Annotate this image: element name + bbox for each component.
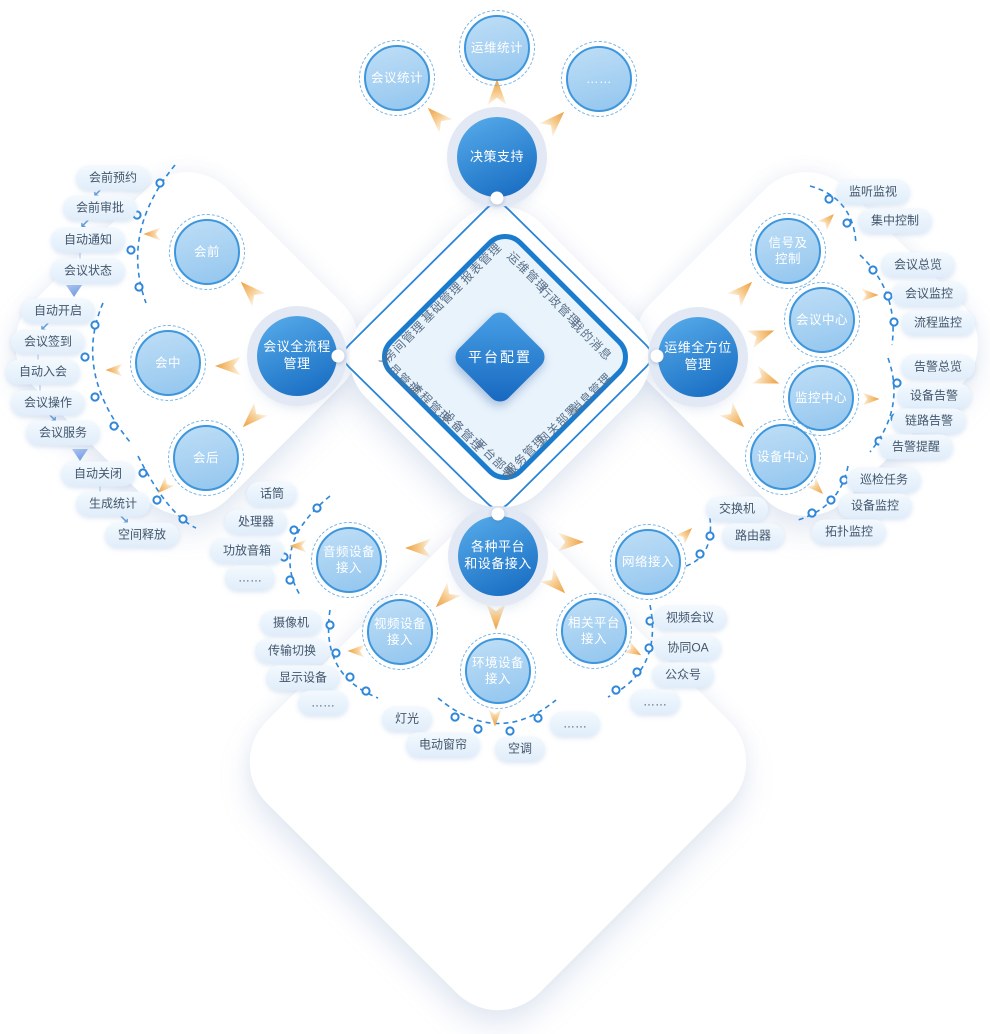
platform-architecture-diagram: { "colors":{ "hub_gradient_start":"#55aa… (5, 10, 976, 762)
stage-circle-post-meeting: 会后 (168, 420, 244, 496)
group-circle-video-access: 视频设备 接入 (362, 594, 438, 670)
item-pill: 设备监控 (837, 493, 913, 519)
center-circle-meeting-center: 会议中心 (784, 282, 860, 358)
step-arrow-icon: ↓ (36, 380, 44, 396)
step-pill: 会议操作 (10, 390, 86, 416)
center-circle-device-center: 设备中心 (745, 419, 821, 495)
step-arrow-icon: ↘ (46, 410, 58, 425)
satellite-circle-ops-stats: 运维统计 (459, 10, 535, 86)
step-pill: 会议状态 (50, 258, 126, 284)
center-label: 平台配置 (468, 349, 532, 365)
item-pill: 功放音箱 (209, 538, 285, 564)
item-pill: 灯光 (381, 706, 433, 732)
step-pill: 生成统计 (75, 491, 151, 517)
hub-platform-device-access: 各种平台 和设备接入 (458, 516, 538, 596)
step-pill: 会议服务 (25, 420, 101, 446)
hub-decision-support: 决策支持 (457, 117, 537, 197)
step-arrow-icon: ↓ (96, 481, 104, 497)
item-pill: 监听监视 (835, 179, 911, 205)
step-pill: 会前预约 (75, 165, 151, 191)
step-pill: 自动通知 (50, 227, 126, 253)
item-pill: 会议总览 (880, 252, 956, 278)
item-pill: 链路告警 (891, 408, 967, 434)
center-circle-monitor-center: 监控中心 (783, 360, 859, 436)
item-pill: 会议监控 (891, 281, 967, 307)
connector-dot (490, 191, 504, 205)
item-pill: …… (630, 689, 680, 715)
item-pill: 处理器 (224, 509, 288, 535)
step-pill: 空间释放 (104, 522, 180, 548)
step-arrow-icon: ↓ (34, 349, 42, 365)
item-pill: 摄像机 (259, 610, 323, 636)
group-circle-audio-access: 音频设备 接入 (311, 522, 387, 598)
item-pill: 公众号 (651, 662, 715, 688)
step-arrow-icon: ↘ (118, 512, 130, 527)
center-circle-signal-control: 信号及 控制 (750, 213, 826, 289)
step-pill: 自动入会 (5, 359, 81, 385)
item-pill: 设备告警 (896, 383, 972, 409)
step-pill: 会前审批 (62, 195, 138, 221)
item-pill: 话筒 (246, 481, 298, 507)
item-pill: 空调 (494, 736, 546, 762)
step-pill: 会议签到 (10, 329, 86, 355)
stage-circle-in-meeting: 会中 (130, 325, 206, 401)
item-pill: …… (550, 711, 600, 737)
item-pill: 显示设备 (265, 665, 341, 691)
group-circle-platform-access: 相关平台 接入 (556, 593, 632, 669)
connector-dot (491, 507, 505, 521)
group-circle-env-access: 环境设备 接入 (460, 633, 536, 709)
item-pill: 电动窗帘 (405, 732, 481, 758)
connector-lines (80, 164, 902, 736)
item-pill: 流程监控 (900, 310, 976, 336)
group-circle-network-access: 网络接入 (610, 524, 686, 600)
step-pill: 自动关闭 (60, 461, 136, 487)
item-pill: 巡检任务 (846, 467, 922, 493)
item-pill: 拓扑监控 (811, 519, 887, 545)
step-arrow-icon: ↙ (79, 216, 91, 231)
satellite-circle-meeting-stats: 会议统计 (359, 40, 435, 116)
item-pill: 交换机 (705, 496, 769, 522)
step-arrow-icon: ↙ (39, 319, 51, 334)
connector-dot (331, 349, 345, 363)
item-pill: 集中控制 (857, 208, 933, 234)
item-pill: 视频会议 (652, 605, 728, 631)
step-pill: 自动开启 (20, 298, 96, 324)
hub-ops-management: 运维全方位 管理 (658, 317, 738, 397)
item-pill: 告警总览 (900, 354, 976, 380)
step-arrow-icon: ↓ (76, 248, 84, 264)
hub-meeting-process-management: 会议全流程 管理 (257, 316, 337, 396)
connector-dot (650, 349, 664, 363)
item-pill: 告警提醒 (878, 434, 954, 460)
item-pill: …… (225, 565, 275, 591)
item-pill: 协同OA (654, 635, 722, 661)
satellite-circle-more: …… (561, 41, 637, 117)
item-pill: 传输切换 (254, 638, 330, 664)
item-pill: 路由器 (721, 523, 785, 549)
step-arrow-icon: ↙ (92, 185, 104, 200)
stage-circle-pre-meeting: 会前 (169, 214, 245, 290)
item-pill: …… (298, 690, 348, 716)
